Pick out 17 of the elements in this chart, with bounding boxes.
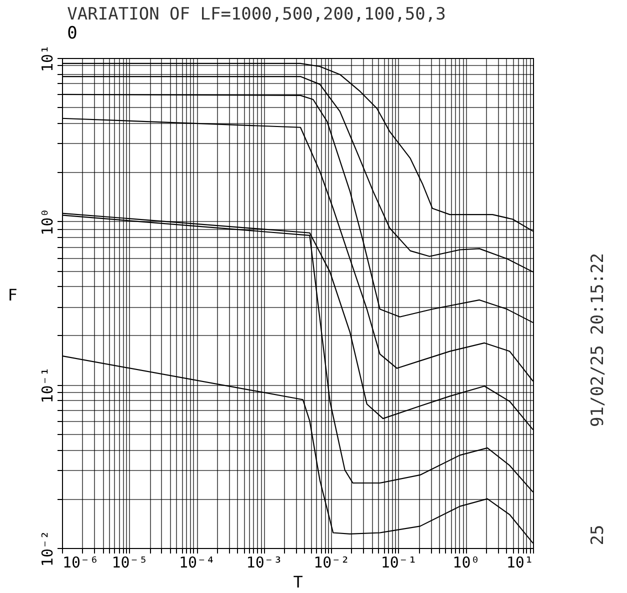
x-tick-label: 10⁻⁴	[179, 554, 216, 572]
x-axis-title: T	[293, 572, 304, 592]
y-tick-label: 10¹	[38, 44, 56, 72]
x-tick-label: 10⁻⁶	[62, 554, 99, 572]
x-tick-label: 10⁻³	[246, 554, 282, 572]
text: 91/02/25 20:15:22	[588, 253, 608, 427]
y-tick-label: 10⁻¹	[38, 367, 56, 404]
x-tick-label: 10⁰	[452, 554, 480, 572]
chart-subtitle: 0	[67, 23, 78, 44]
x-tick-label: 10⁻²	[314, 554, 350, 572]
x-tick-label: 10⁻⁵	[112, 554, 148, 572]
y-axis-title: F	[8, 286, 18, 304]
x-tick-label: 10¹	[506, 554, 534, 572]
x-tick-label: 10⁻¹	[380, 554, 417, 572]
y-tick-label: 10⁰	[38, 208, 56, 236]
text: 25	[588, 524, 608, 546]
chart-title: VARIATION OF LF=1000,500,200,100,50,3	[67, 4, 446, 24]
